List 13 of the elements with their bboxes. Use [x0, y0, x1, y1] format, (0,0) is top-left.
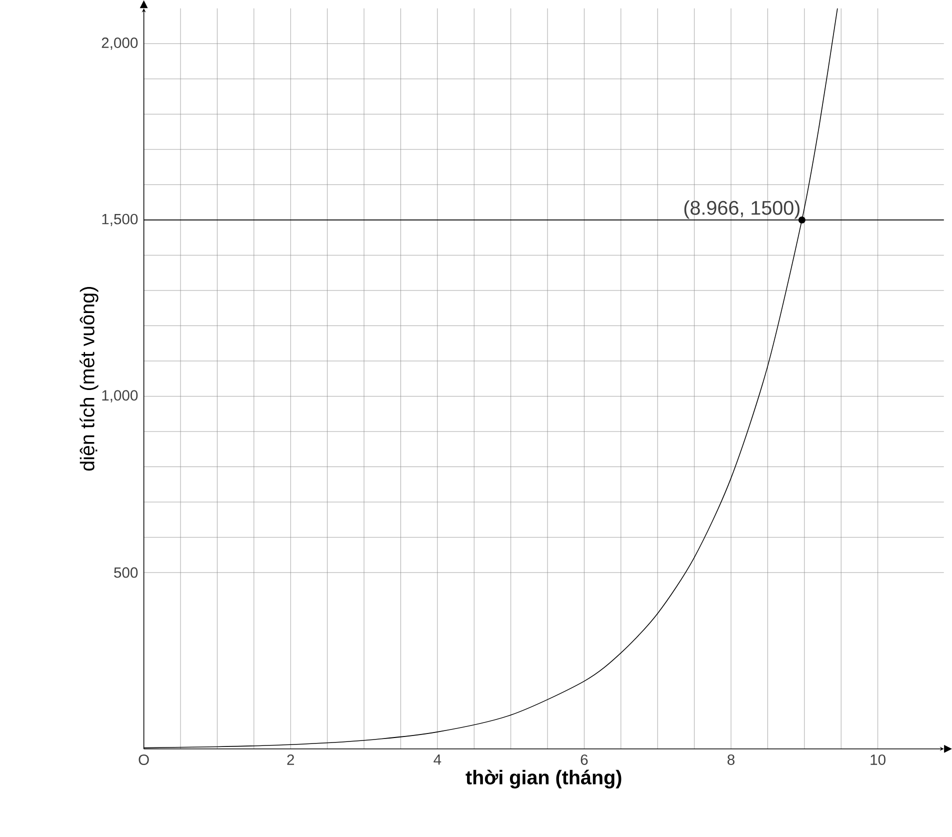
x-tick-label: 4 [434, 754, 442, 765]
y-tick-label: 1,000 [102, 390, 138, 402]
annotation: (8.966, 1500) [684, 200, 800, 219]
y-axis-title: diện tích (mét vuông) [80, 286, 98, 471]
y-tick-label: 500 [114, 567, 138, 578]
y-tick-label: 2,000 [102, 37, 138, 50]
x-tick-label: 8 [728, 754, 734, 765]
x-tick-label: O [138, 754, 149, 765]
x-tick-label: 2 [287, 754, 294, 765]
y-tick-label: 1,500 [102, 214, 138, 226]
x-tick-label: 10 [870, 754, 886, 765]
x-tick-label: 6 [580, 754, 588, 765]
x-axis-title: thời gian (tháng) [466, 770, 622, 788]
